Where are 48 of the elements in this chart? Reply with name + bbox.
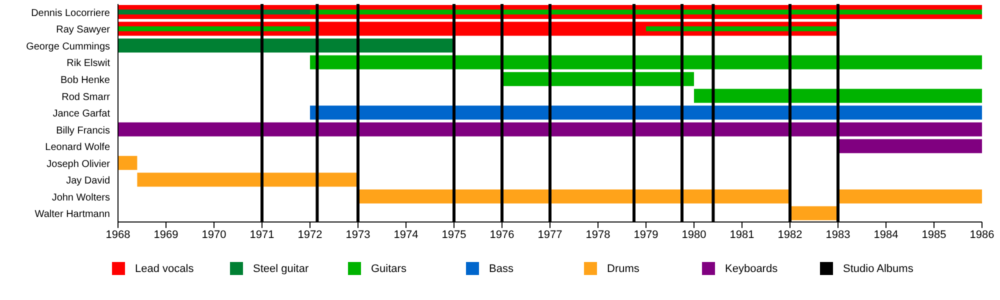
legend-label: Guitars <box>371 262 406 274</box>
y-tick-label: Bob Henke <box>60 75 110 86</box>
bar <box>502 72 694 86</box>
x-tick-label: 1971 <box>250 228 274 241</box>
y-tick-label: Rod Smarr <box>62 92 111 103</box>
x-tick-label: 1977 <box>538 228 562 241</box>
x-tick-label: 1984 <box>874 228 898 241</box>
legend-label: Steel guitar <box>253 262 309 274</box>
y-tick-label: Jance Garfat <box>52 108 110 120</box>
x-tick-label: 1973 <box>346 228 370 241</box>
x-tick-label: 1970 <box>202 228 226 241</box>
y-tick-label: Billy Francis <box>56 125 110 136</box>
y-tick-label: Joseph Olivier <box>46 158 111 170</box>
x-tick-label: 1983 <box>826 228 850 241</box>
x-tick-label: 1974 <box>394 228 418 241</box>
x-tick-label: 1979 <box>634 228 658 241</box>
y-tick-label: Leonard Wolfe <box>45 142 110 154</box>
bar <box>838 189 982 204</box>
bar <box>358 189 790 204</box>
legend-label: Lead vocals <box>135 262 194 274</box>
y-tick-label: Rik Elswit <box>66 58 110 70</box>
y-tick-label: Ray Sawyer <box>56 24 111 36</box>
x-tick-label: 1985 <box>922 228 946 241</box>
legend-label: Studio Albums <box>843 262 914 274</box>
x-tick-label: 1975 <box>442 228 466 241</box>
bar <box>838 139 982 154</box>
x-tick-label: 1969 <box>154 228 178 241</box>
bar <box>137 172 358 187</box>
x-tick-label: 1976 <box>490 228 514 241</box>
legend-label: Drums <box>607 262 640 274</box>
bar <box>790 206 838 220</box>
y-tick-label: Walter Hartmann <box>34 209 110 220</box>
x-tick-label: 1978 <box>586 228 610 241</box>
bar <box>118 122 982 136</box>
y-tick-label: Jay David <box>66 176 110 187</box>
y-tick-label: John Wolters <box>52 192 110 204</box>
x-tick-label: 1968 <box>106 228 130 241</box>
x-tick-label: 1982 <box>778 228 802 241</box>
bar <box>694 88 982 103</box>
x-tick-label: 1981 <box>730 228 754 241</box>
y-tick-label: George Cummings <box>26 41 110 52</box>
y-tick-label: Dennis Locorriere <box>31 8 110 19</box>
bar <box>118 156 138 170</box>
x-tick-label: 1986 <box>970 228 994 241</box>
legend-label: Bass <box>489 262 514 274</box>
legend-label: Keyboards <box>725 262 778 274</box>
x-tick-label: 1980 <box>682 228 706 241</box>
x-tick-label: 1972 <box>298 228 322 241</box>
